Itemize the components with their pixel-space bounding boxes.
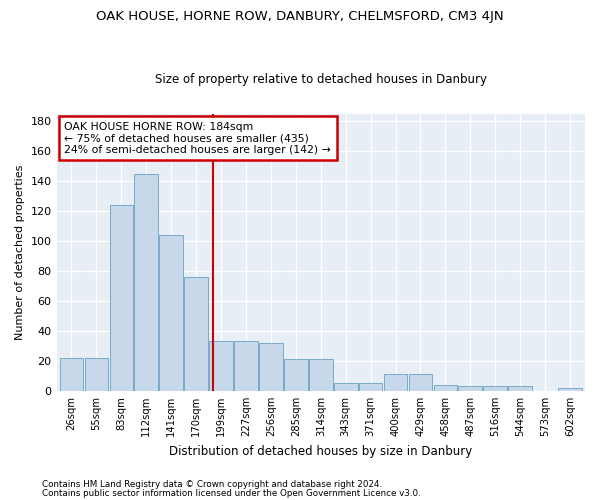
Text: OAK HOUSE HORNE ROW: 184sqm
← 75% of detached houses are smaller (435)
24% of se: OAK HOUSE HORNE ROW: 184sqm ← 75% of det…: [64, 122, 331, 155]
Bar: [359, 384, 382, 391]
Bar: [160, 235, 183, 391]
Bar: [409, 374, 433, 391]
X-axis label: Distribution of detached houses by size in Danbury: Distribution of detached houses by size …: [169, 444, 472, 458]
Bar: [334, 384, 358, 391]
Text: OAK HOUSE, HORNE ROW, DANBURY, CHELMSFORD, CM3 4JN: OAK HOUSE, HORNE ROW, DANBURY, CHELMSFOR…: [96, 10, 504, 23]
Bar: [558, 388, 582, 391]
Bar: [85, 358, 108, 391]
Bar: [384, 374, 407, 391]
Y-axis label: Number of detached properties: Number of detached properties: [15, 164, 25, 340]
Bar: [309, 360, 332, 391]
Text: Contains public sector information licensed under the Open Government Licence v3: Contains public sector information licen…: [42, 489, 421, 498]
Bar: [484, 386, 507, 391]
Bar: [234, 342, 258, 391]
Text: Contains HM Land Registry data © Crown copyright and database right 2024.: Contains HM Land Registry data © Crown c…: [42, 480, 382, 489]
Bar: [184, 277, 208, 391]
Bar: [59, 358, 83, 391]
Bar: [110, 205, 133, 391]
Bar: [134, 174, 158, 391]
Bar: [508, 386, 532, 391]
Bar: [284, 360, 308, 391]
Bar: [259, 343, 283, 391]
Bar: [209, 342, 233, 391]
Bar: [434, 385, 457, 391]
Title: Size of property relative to detached houses in Danbury: Size of property relative to detached ho…: [155, 73, 487, 86]
Bar: [458, 386, 482, 391]
